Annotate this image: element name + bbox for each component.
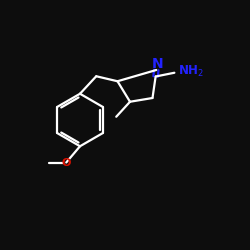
Text: NH$_2$: NH$_2$ [178, 64, 204, 79]
Text: O: O [62, 158, 71, 168]
Text: N: N [152, 58, 163, 71]
